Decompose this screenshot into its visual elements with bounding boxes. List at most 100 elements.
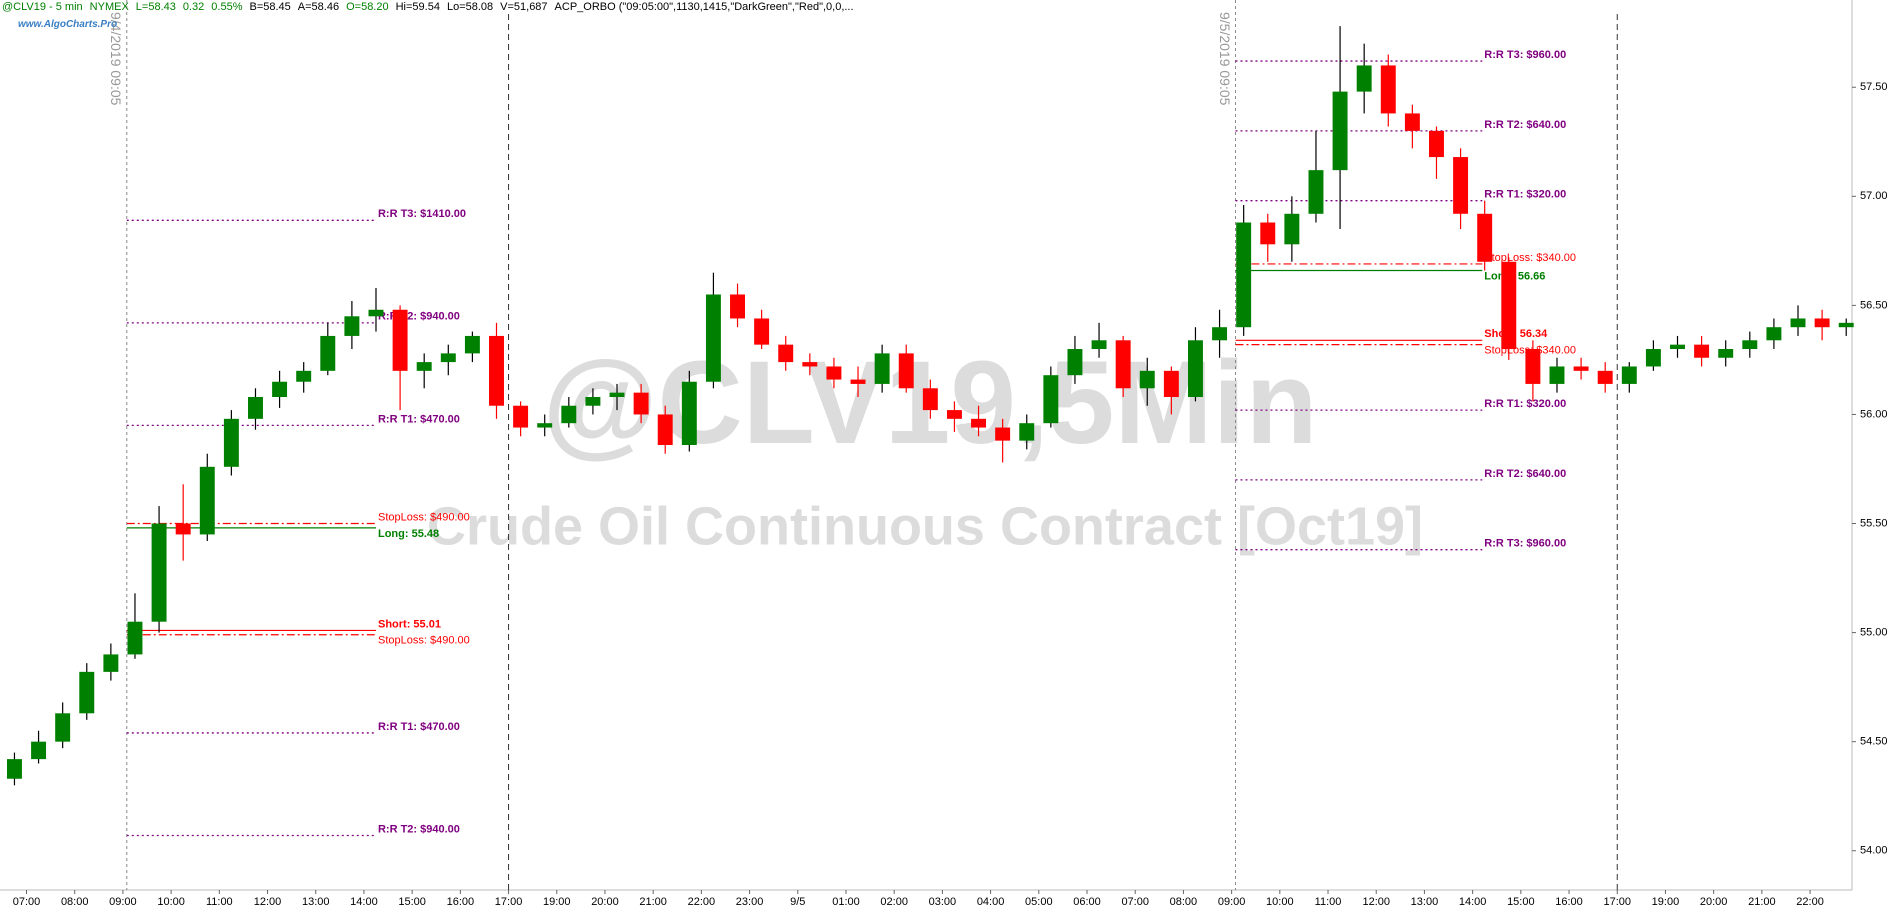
candle-body xyxy=(946,410,962,419)
y-tick-label: 56.50 xyxy=(1860,299,1888,311)
x-tick-label: 02:00 xyxy=(880,896,908,908)
candle-body xyxy=(898,353,914,389)
level-label: R:R T2: $940.00 xyxy=(378,311,460,323)
candle-body xyxy=(1356,65,1372,92)
x-tick-label: 08:00 xyxy=(61,896,89,908)
x-tick-label: 17:00 xyxy=(495,896,523,908)
candle-body xyxy=(1187,340,1203,398)
candle-body xyxy=(127,621,143,655)
header-field: 0.55% xyxy=(211,1,243,13)
y-tick-label: 54.50 xyxy=(1860,736,1888,748)
x-tick-label: 9/5 xyxy=(790,896,805,908)
x-tick-label: 16:00 xyxy=(1555,896,1583,908)
candle-body xyxy=(1043,375,1059,424)
candle-body xyxy=(1139,370,1155,389)
site-link: www.AlgoCharts.Pro xyxy=(18,19,118,30)
y-tick-label: 54.00 xyxy=(1860,845,1888,857)
level-label: R:R T2: $640.00 xyxy=(1484,468,1566,480)
candle-body xyxy=(55,713,71,742)
candle-body xyxy=(1163,370,1179,398)
candle-body xyxy=(1091,340,1107,350)
level-label: R:R T1: $320.00 xyxy=(1484,189,1566,201)
level-label: R:R T3: $1410.00 xyxy=(378,208,466,220)
x-tick-label: 21:00 xyxy=(639,896,667,908)
level-label: Long: 55.48 xyxy=(378,528,439,540)
header-field: NYMEX xyxy=(89,1,129,13)
y-tick-label: 57.50 xyxy=(1860,81,1888,93)
x-tick-label: 13:00 xyxy=(1411,896,1439,908)
candle-body xyxy=(1573,366,1589,371)
candle-body xyxy=(1621,366,1637,384)
x-tick-label: 14:00 xyxy=(350,896,378,908)
candle-body xyxy=(1670,344,1685,350)
candle-body xyxy=(754,318,770,345)
level-label: R:R T3: $960.00 xyxy=(1484,49,1566,61)
header-field: Hi=59.54 xyxy=(395,1,440,13)
x-tick-label: 19:00 xyxy=(543,896,571,908)
candle-body xyxy=(1067,349,1083,376)
candle-body xyxy=(850,379,866,384)
level-label: R:R T1: $470.00 xyxy=(378,721,460,733)
candle-body xyxy=(826,366,842,380)
candle-body xyxy=(1236,222,1252,328)
candle-body xyxy=(995,427,1011,441)
candle-body xyxy=(1790,318,1806,328)
level-label: StopLoss: $490.00 xyxy=(378,635,470,647)
level-label: R:R T3: $960.00 xyxy=(1484,538,1566,550)
candle-body xyxy=(320,335,336,371)
candle-body xyxy=(1645,349,1661,367)
candle-body xyxy=(392,309,408,371)
candle-body xyxy=(1597,370,1613,384)
candle-body xyxy=(971,418,987,428)
x-tick-label: 19:00 xyxy=(1652,896,1680,908)
candle-body xyxy=(513,405,529,428)
candle-body xyxy=(296,370,312,382)
header-field: ACP_ORBO ("09:05:00",1130,1415,"DarkGree… xyxy=(554,1,854,13)
level-label: R:R T1: $320.00 xyxy=(1484,398,1566,410)
x-tick-label: 12:00 xyxy=(254,896,282,908)
level-label: R:R T1: $470.00 xyxy=(378,413,460,425)
candle-body xyxy=(368,309,384,317)
header-field: B=58.45 xyxy=(249,1,291,13)
candle-body xyxy=(1766,327,1782,341)
x-tick-label: 17:00 xyxy=(1603,896,1631,908)
candle-body xyxy=(416,362,432,371)
x-tick-label: 07:00 xyxy=(13,896,41,908)
candle-body xyxy=(585,397,601,406)
candle-body xyxy=(1694,344,1710,358)
header-field: @CLV19 - 5 min xyxy=(2,1,83,13)
header: @CLV19 - 5 min NYMEX L=58.43 0.32 0.55% B=58.… xyxy=(2,1,861,13)
x-tick-label: 10:00 xyxy=(1266,896,1294,908)
y-tick-label: 56.00 xyxy=(1860,408,1888,420)
header-field: A=58.46 xyxy=(297,1,340,13)
x-tick-label: 15:00 xyxy=(1507,896,1535,908)
candle-body xyxy=(1404,113,1420,131)
candle-body xyxy=(705,294,721,382)
candle-body xyxy=(1429,130,1444,158)
session-open-label: 9/4/2019 09:05 xyxy=(108,12,124,106)
header-field: L=58.43 xyxy=(135,1,176,13)
candle-body xyxy=(248,397,263,419)
x-tick-label: 14:00 xyxy=(1459,896,1487,908)
x-tick-label: 06:00 xyxy=(1073,896,1101,908)
x-tick-label: 12:00 xyxy=(1362,896,1390,908)
x-tick-label: 20:00 xyxy=(1700,896,1728,908)
level-label: R:R T2: $640.00 xyxy=(1484,119,1566,131)
candle-body xyxy=(1260,222,1276,245)
x-tick-label: 11:00 xyxy=(1315,896,1342,908)
candle-body xyxy=(922,388,938,411)
candle-body xyxy=(103,654,119,672)
x-tick-label: 22:00 xyxy=(688,896,716,908)
candle-body xyxy=(1212,327,1228,341)
candle-body xyxy=(1838,322,1854,328)
x-tick-label: 07:00 xyxy=(1121,896,1149,908)
x-tick-label: 13:00 xyxy=(302,896,330,908)
candle-body xyxy=(1549,366,1565,384)
x-tick-label: 11:00 xyxy=(206,896,233,908)
candle-body xyxy=(151,523,167,622)
level-label: Short: 55.01 xyxy=(378,618,441,630)
candle-body xyxy=(175,523,191,535)
x-tick-label: 23:00 xyxy=(736,896,764,908)
